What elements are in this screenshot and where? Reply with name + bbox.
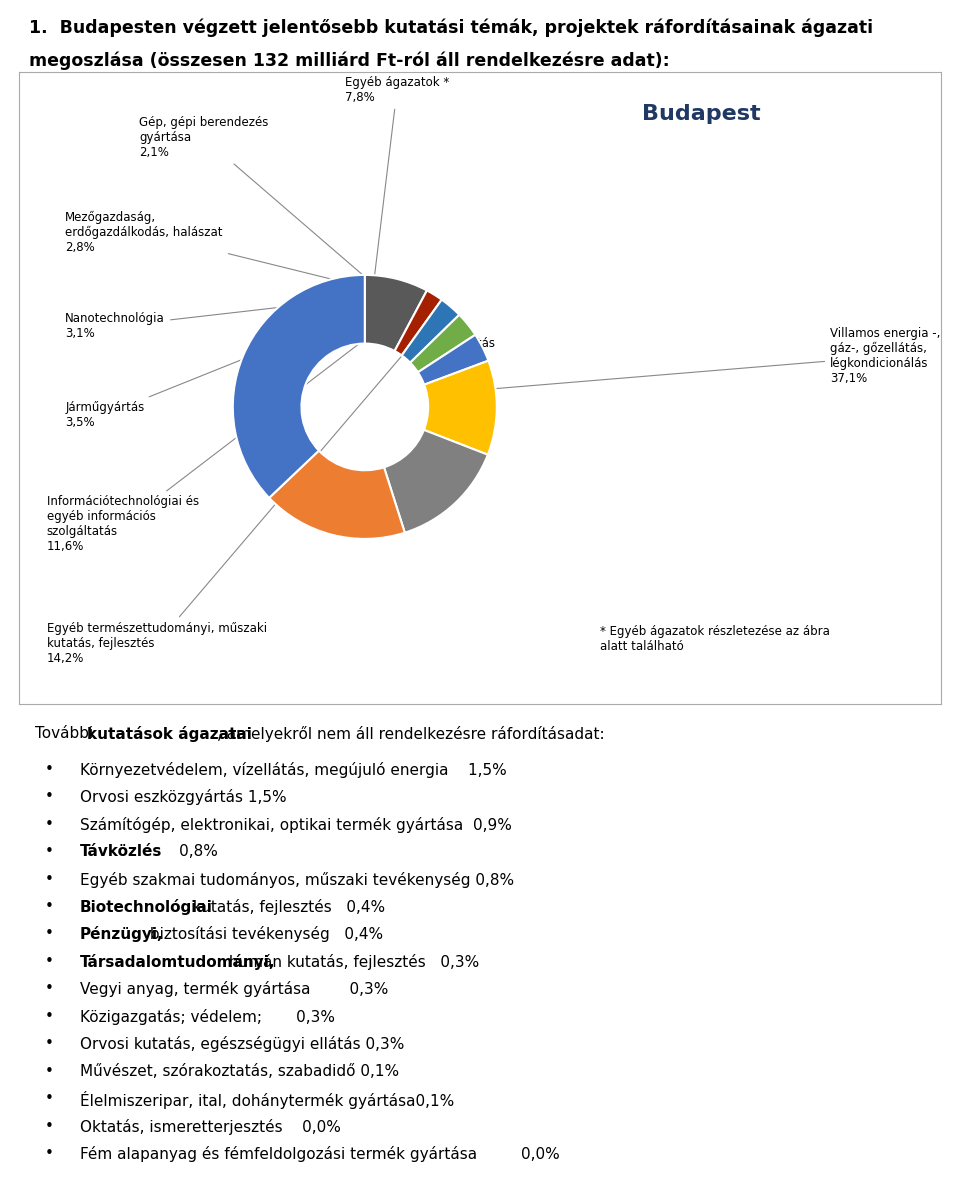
Text: •: • (45, 899, 54, 914)
Text: •: • (45, 1036, 54, 1051)
Wedge shape (410, 315, 475, 372)
Text: •: • (45, 789, 54, 804)
Text: Villamos energia -,
gáz-, gőzellátás,
légkondicionálás
37,1%: Villamos energia -, gáz-, gőzellátás, lé… (478, 327, 941, 390)
Text: •: • (45, 761, 54, 777)
Text: •: • (45, 1009, 54, 1024)
Text: •: • (45, 982, 54, 996)
Text: 1.  Budapesten végzett jelentősebb kutatási témák, projektek ráfordításainak ága: 1. Budapesten végzett jelentősebb kutatá… (29, 18, 873, 36)
Text: Egyéb természettudományi, műszaki
kutatás, fejlesztés
14,2%: Egyéb természettudományi, műszaki kutatá… (47, 318, 435, 664)
Text: Nanotechnológia
3,1%: Nanotechnológia 3,1% (65, 295, 391, 340)
Text: •: • (45, 1146, 54, 1161)
Text: •: • (45, 817, 54, 831)
Text: Egyéb ágazatok *
7,8%: Egyéb ágazatok * 7,8% (345, 76, 449, 289)
Text: •: • (45, 845, 54, 859)
Wedge shape (418, 334, 489, 385)
Text: Gyógyszergyártás
17,8%: Gyógyszergyártás 17,8% (388, 337, 495, 365)
Wedge shape (401, 300, 459, 362)
Text: 0,8%: 0,8% (145, 845, 218, 859)
Text: Számítógép, elektronikai, optikai termék gyártása  0,9%: Számítógép, elektronikai, optikai termék… (80, 817, 512, 832)
Text: •: • (45, 926, 54, 942)
Wedge shape (365, 275, 427, 351)
Text: Környezetvédelem, vízellátás, megújuló energia    1,5%: Környezetvédelem, vízellátás, megújuló e… (80, 761, 507, 777)
Text: Élelmiszeripar, ital, dohánytermék gyártása0,1%: Élelmiszeripar, ital, dohánytermék gyárt… (80, 1091, 454, 1109)
Wedge shape (395, 290, 442, 355)
Text: Mezőgazdaság,
erdőgazdálkodás, halászat
2,8%: Mezőgazdaság, erdőgazdálkodás, halászat … (65, 212, 385, 292)
Text: Járműgyártás
3,5%: Járműgyártás 3,5% (65, 297, 397, 428)
Text: Orvosi kutatás, egészségügyi ellátás 0,3%: Orvosi kutatás, egészségügyi ellátás 0,3… (80, 1036, 404, 1053)
Wedge shape (269, 451, 405, 539)
Text: * Egyéb ágazatok részletezése az ábra
alatt található: * Egyéb ágazatok részletezése az ábra al… (600, 626, 829, 653)
Wedge shape (424, 361, 497, 455)
Text: •: • (45, 954, 54, 968)
Text: Orvosi eszközgyártás 1,5%: Orvosi eszközgyártás 1,5% (80, 789, 287, 805)
Text: kutatások ágazatai: kutatások ágazatai (87, 725, 252, 742)
Text: Közigazgatás; védelem;       0,3%: Közigazgatás; védelem; 0,3% (80, 1009, 335, 1025)
Text: •: • (45, 1091, 54, 1107)
Text: Távközlés: Távközlés (80, 845, 162, 859)
Text: Biotechnológiai: Biotechnológiai (80, 899, 213, 915)
Text: •: • (45, 1063, 54, 1079)
Wedge shape (384, 429, 488, 533)
Text: kutatás, fejlesztés   0,4%: kutatás, fejlesztés 0,4% (188, 899, 385, 915)
Text: Információtechnológiai és
egyéb információs
szolgáltatás
11,6%: Információtechnológiai és egyéb informác… (47, 303, 412, 553)
Text: Gép, gépi berendezés
gyártása
2,1%: Gép, gépi berendezés gyártása 2,1% (139, 117, 380, 290)
Text: Oktatás, ismeretterjesztés    0,0%: Oktatás, ismeretterjesztés 0,0% (80, 1119, 341, 1134)
Text: Vegyi anyag, termék gyártása        0,3%: Vegyi anyag, termék gyártása 0,3% (80, 982, 389, 997)
Wedge shape (233, 275, 365, 498)
Text: , amelyekről nem áll rendelkezésre ráfordításadat:: , amelyekről nem áll rendelkezésre ráfor… (217, 725, 605, 742)
Text: •: • (45, 1119, 54, 1133)
Text: biztosítási tevékenység   0,4%: biztosítási tevékenység 0,4% (145, 926, 383, 942)
Text: Társadalomtudományi,: Társadalomtudományi, (80, 954, 276, 970)
Text: Fém alapanyag és fémfeldolgozási termék gyártása         0,0%: Fém alapanyag és fémfeldolgozási termék … (80, 1146, 560, 1162)
Text: •: • (45, 871, 54, 887)
Text: Egyéb szakmai tudományos, műszaki tevékenység 0,8%: Egyéb szakmai tudományos, műszaki tevéke… (80, 871, 515, 888)
Text: További: További (35, 725, 98, 741)
Text: Budapest: Budapest (642, 103, 760, 124)
Text: humán kutatás, fejlesztés   0,3%: humán kutatás, fejlesztés 0,3% (224, 954, 479, 970)
Text: Pénzügyi,: Pénzügyi, (80, 926, 163, 942)
Text: Művészet, szórakoztatás, szabadidő 0,1%: Művészet, szórakoztatás, szabadidő 0,1% (80, 1063, 399, 1079)
Text: megoszlása (összesen 132 milliárd Ft-ról áll rendelkezésre adat):: megoszlása (összesen 132 milliárd Ft-ról… (29, 52, 669, 70)
